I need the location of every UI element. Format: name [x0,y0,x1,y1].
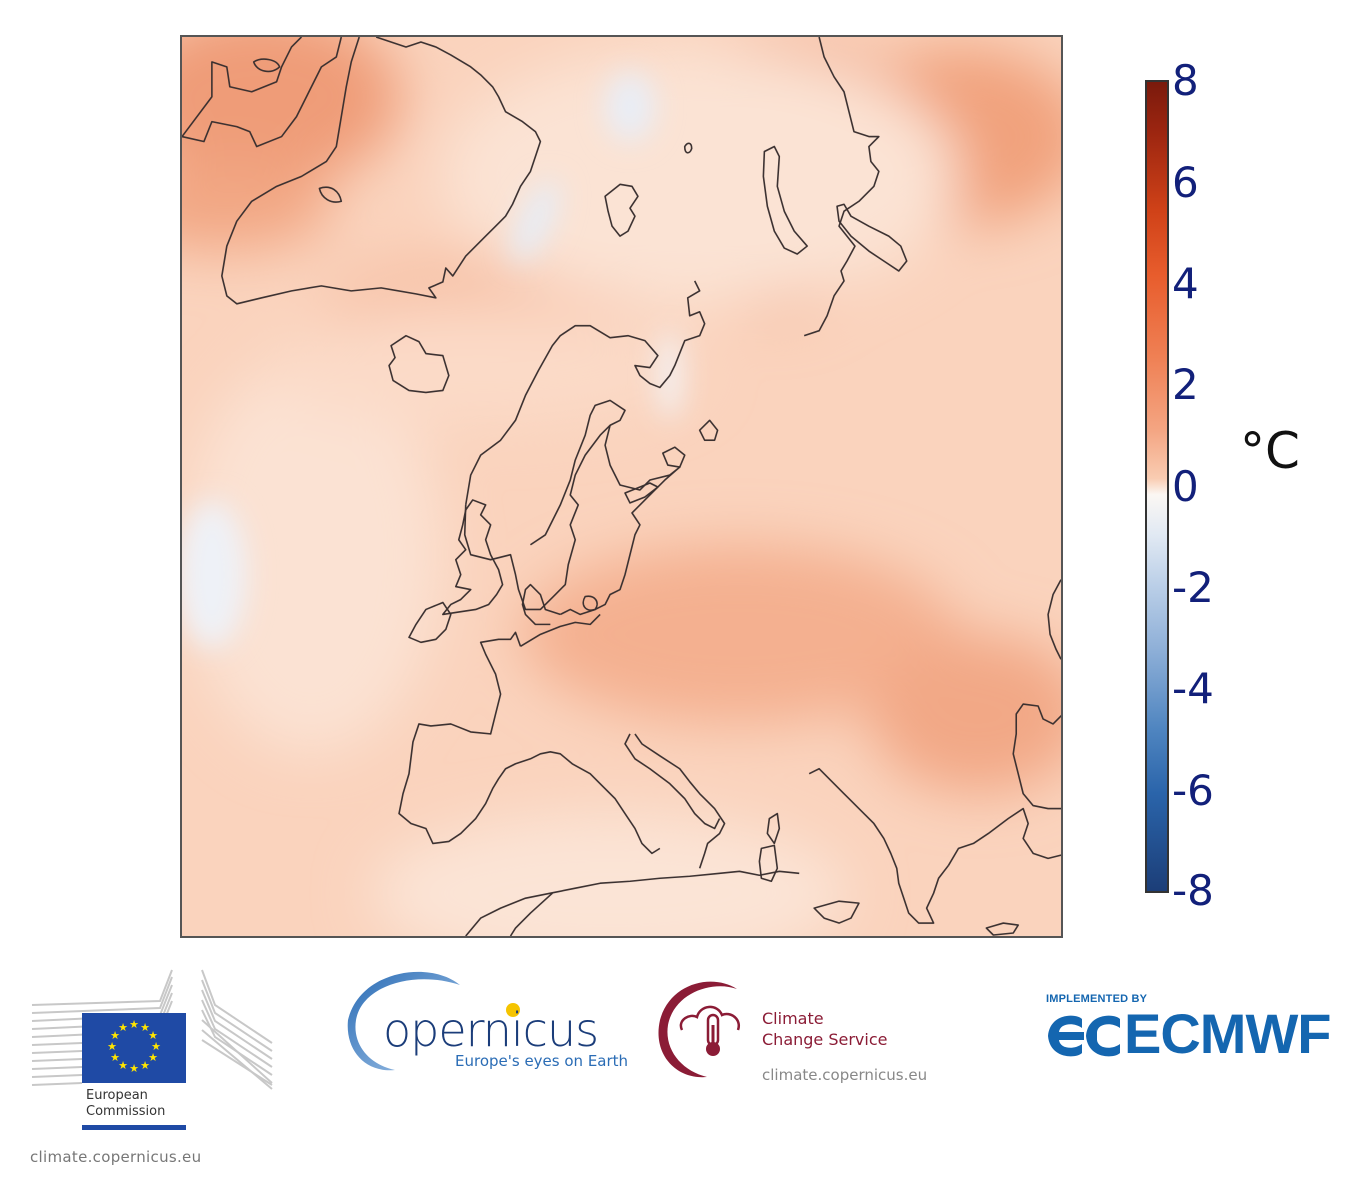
ec-underline [82,1125,186,1130]
svg-text:★: ★ [129,1018,139,1031]
colorbar-tick: -6 [1172,766,1214,815]
copernicus-tagline: Europe's eyes on Earth [455,1052,629,1070]
colorbar-tick: 0 [1172,462,1199,511]
svg-text:★: ★ [140,1059,150,1072]
ecmwf-wordmark: ECMWF [1124,1002,1332,1065]
colorbar-unit-label: °C [1240,422,1300,480]
svg-text:★: ★ [140,1021,150,1034]
copernicus-arc-icon [347,971,520,1071]
svg-text:★: ★ [110,1051,120,1064]
colorbar-tick: -4 [1172,664,1214,713]
eu-flag-icon: ★ ★ ★ ★ ★ ★ ★ ★ ★ ★ ★ ★ [82,1013,186,1083]
european-commission-label: European Commission [86,1088,166,1119]
svg-text:★: ★ [107,1040,117,1053]
colorbar-tick: 2 [1172,360,1199,409]
colorbar-tick: -8 [1172,866,1214,915]
colorbar-tick: -2 [1172,563,1214,612]
svg-text:★: ★ [118,1059,128,1072]
svg-text:★: ★ [118,1021,128,1034]
svg-text:★: ★ [129,1062,139,1075]
climate-change-service-thermometer-icon [658,981,741,1078]
svg-text:★: ★ [148,1029,158,1042]
coastlines [182,37,1061,936]
svg-text:★: ★ [151,1040,161,1053]
copernicus-wordmark: opernicus [383,1003,599,1057]
svg-text:★: ★ [110,1029,120,1042]
c3s-title: Climate Change Service [762,1009,888,1049]
colorbar-tick: 6 [1172,158,1199,207]
footer-url: climate.copernicus.eu [30,1148,202,1166]
ecmwf-mark-icon [1048,1015,1120,1057]
colorbar-tick: 4 [1172,259,1199,308]
map-field [182,37,1061,936]
anomaly-map [180,35,1063,938]
colorbar-tick: 8 [1172,56,1199,105]
svg-text:★: ★ [148,1051,158,1064]
implemented-by-label: IMPLEMENTED BY [1046,993,1148,1005]
colorbar [1145,80,1169,893]
c3s-url: climate.copernicus.eu [762,1066,928,1084]
